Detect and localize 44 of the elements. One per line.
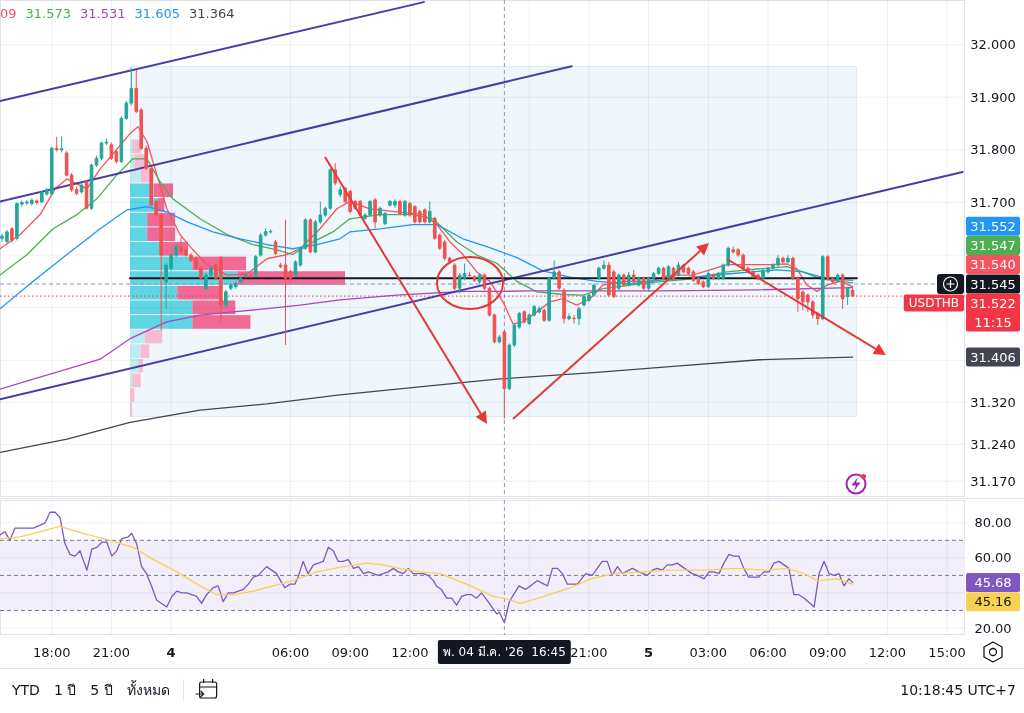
x-tick-label: 09:00 [331,644,369,660]
y-tick-label: 20.00 [974,620,1012,636]
x-tick-label: 15:00 [928,644,966,660]
x-tick-label: 06:00 [271,644,310,660]
text: YTD [11,682,40,698]
y-tick-label: 80.00 [974,515,1012,531]
x-tick-label: 09:00 [808,644,847,660]
x-tick-label: 21:00 [570,644,608,660]
x-tick-label: 12:00 [868,644,907,660]
text: 31.547 [970,237,1016,253]
x-tick-label: 18:00 [32,644,71,660]
text: 11:15 [974,314,1012,330]
y-tick-label: 31.700 [970,195,1016,210]
annotation: USDTHB [908,296,959,311]
annotation: 31.605 [134,5,181,21]
text: ทั้งหมด [126,680,170,698]
y-tick-label: 31.170 [970,473,1016,489]
y-tick-label: 31.240 [970,436,1016,452]
text: 10:18:45 UTC+7 [900,682,1016,698]
annotation: 31.531 [80,5,126,21]
text: 5 ปี [90,682,113,698]
ref-line-label: 31.522 [970,295,1016,311]
x-tick-label: 06:00 [749,644,787,660]
y-tick-label: 60.00 [974,550,1012,566]
ref-line-label: พ. 04 มี.ค. '26 16:45 [442,645,566,659]
y-tick-label: 31.320 [970,394,1016,410]
x-tick-label: 4 [166,644,176,660]
text: 45.16 [974,594,1012,610]
y-tick-label: 31.900 [970,89,1016,105]
annotation: 31.573 [25,5,72,21]
y-tick-label: 31.800 [970,142,1016,158]
text: 45.68 [974,574,1012,590]
y-tick-label: 32.000 [970,37,1016,53]
text: 31.540 [970,257,1016,273]
text: 31.406 [970,349,1016,365]
annotation: 31.364 [189,5,235,21]
ref-line-label: 31.545 [970,276,1016,292]
text: 1 ปี [53,682,77,698]
x-tick-label: 21:00 [92,644,131,660]
x-tick-label: 03:00 [689,644,728,660]
x-tick-label: 5 [644,644,654,660]
x-tick-label: 12:00 [391,644,429,660]
text: 31.552 [970,218,1016,234]
annotation: 09 [0,5,17,21]
